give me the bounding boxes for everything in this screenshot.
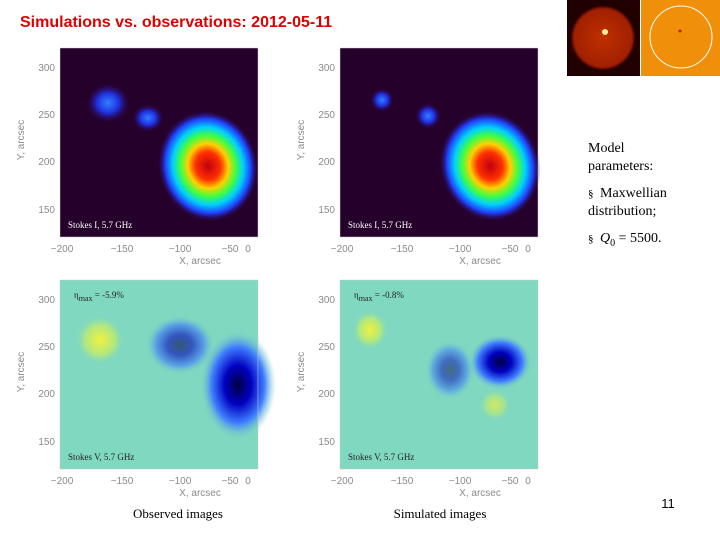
panel-label: Stokes V, 5.7 GHz xyxy=(348,452,414,462)
y-tick-label: 250 xyxy=(38,342,55,353)
x-tick-label: −100 xyxy=(449,476,472,487)
x-tick-label: −150 xyxy=(391,476,414,487)
y-tick-label: 300 xyxy=(38,295,55,306)
slide-title: Simulations vs. observations: 2012-05-11 xyxy=(20,14,332,31)
blob xyxy=(75,315,125,365)
y-axis-title: Y, arcsec xyxy=(296,352,307,392)
eta-symbol: η xyxy=(354,290,359,300)
y-tick-label: 200 xyxy=(318,389,335,400)
eta-text: = -0.8% xyxy=(373,290,405,300)
heatmap xyxy=(60,48,259,237)
x-axis-title: X, arcsec xyxy=(179,256,221,267)
y-tick-label: 200 xyxy=(318,157,335,168)
y-axis-title: Y, arcsec xyxy=(16,120,27,160)
x-axis-title: X, arcsec xyxy=(459,488,501,499)
panel-label: Stokes V, 5.7 GHz xyxy=(68,452,134,462)
model-subscript: 0 xyxy=(610,238,615,249)
eta-text: = -5.9% xyxy=(93,290,125,300)
heatmap xyxy=(60,280,276,469)
x-tick-label: 0 xyxy=(525,244,531,255)
blob xyxy=(370,88,394,112)
x-axis-title: X, arcsec xyxy=(459,256,501,267)
x-tick-label: −150 xyxy=(111,476,134,487)
x-tick-label: −100 xyxy=(169,244,192,255)
eta-label: ηmax = -5.9% xyxy=(74,290,124,303)
plot-frame xyxy=(59,47,259,238)
x-tick-label: −100 xyxy=(449,244,472,255)
y-tick-label: 150 xyxy=(318,205,335,216)
y-tick-label: 300 xyxy=(318,63,335,74)
bullet: § xyxy=(588,233,594,245)
eta-label: ηmax = -0.8% xyxy=(354,290,404,303)
x-tick-label: 0 xyxy=(525,476,531,487)
blob xyxy=(439,110,541,222)
x-tick-label: −200 xyxy=(331,244,354,255)
x-tick-label: −50 xyxy=(222,244,239,255)
blob xyxy=(86,83,130,123)
eta-subscript: max xyxy=(359,294,373,303)
y-axis-title: Y, arcsec xyxy=(296,120,307,160)
y-tick-label: 150 xyxy=(38,205,55,216)
y-tick-label: 250 xyxy=(38,110,55,121)
blob xyxy=(157,110,259,222)
eta-symbol: η xyxy=(74,290,79,300)
blob xyxy=(352,310,388,350)
x-tick-label: −200 xyxy=(51,476,74,487)
plot-frame xyxy=(59,279,259,470)
blob xyxy=(132,104,164,132)
y-tick-label: 200 xyxy=(38,157,55,168)
y-tick-label: 150 xyxy=(318,437,335,448)
page-number: 11 xyxy=(661,496,675,511)
x-tick-label: −150 xyxy=(111,244,134,255)
heatmap xyxy=(340,280,538,469)
x-tick-label: −50 xyxy=(502,476,519,487)
plot-frame xyxy=(339,47,539,238)
plot-frame xyxy=(339,279,539,470)
model-heading: Model parameters: xyxy=(588,141,653,174)
model-symbol: Q xyxy=(600,231,610,246)
model-item: Q0 = 5500. xyxy=(600,231,662,249)
blob xyxy=(479,389,511,421)
x-tick-label: 0 xyxy=(245,476,251,487)
blob xyxy=(145,315,215,375)
eta-subscript: max xyxy=(79,294,93,303)
x-axis-title: X, arcsec xyxy=(179,488,221,499)
y-tick-label: 150 xyxy=(38,437,55,448)
blob xyxy=(415,103,441,129)
x-tick-label: −200 xyxy=(51,244,74,255)
bullet: § xyxy=(588,188,594,200)
panel-label: Stokes I, 5.7 GHz xyxy=(68,220,132,230)
sun-images xyxy=(567,0,720,76)
panel-label: Stokes I, 5.7 GHz xyxy=(348,220,412,230)
blob xyxy=(425,340,475,400)
y-axis-title: Y, arcsec xyxy=(16,352,27,392)
heatmap xyxy=(340,48,541,237)
y-tick-label: 300 xyxy=(38,63,55,74)
x-tick-label: −50 xyxy=(502,244,519,255)
x-tick-label: −150 xyxy=(391,244,414,255)
y-tick-label: 300 xyxy=(318,295,335,306)
y-tick-label: 250 xyxy=(318,342,335,353)
x-tick-label: −200 xyxy=(331,476,354,487)
y-tick-label: 200 xyxy=(38,389,55,400)
blob xyxy=(468,334,532,390)
model-item: Maxwellian distribution; xyxy=(588,186,667,219)
x-tick-label: −100 xyxy=(169,476,192,487)
x-tick-label: −50 xyxy=(222,476,239,487)
caption: Observed images xyxy=(133,506,223,521)
y-tick-label: 250 xyxy=(318,110,335,121)
x-tick-label: 0 xyxy=(245,244,251,255)
model-text: = 5500. xyxy=(615,231,661,246)
caption: Simulated images xyxy=(394,506,487,521)
blob xyxy=(200,330,276,440)
model-list: § Maxwellian distribution;§ Q0 = 5500. xyxy=(588,186,667,249)
